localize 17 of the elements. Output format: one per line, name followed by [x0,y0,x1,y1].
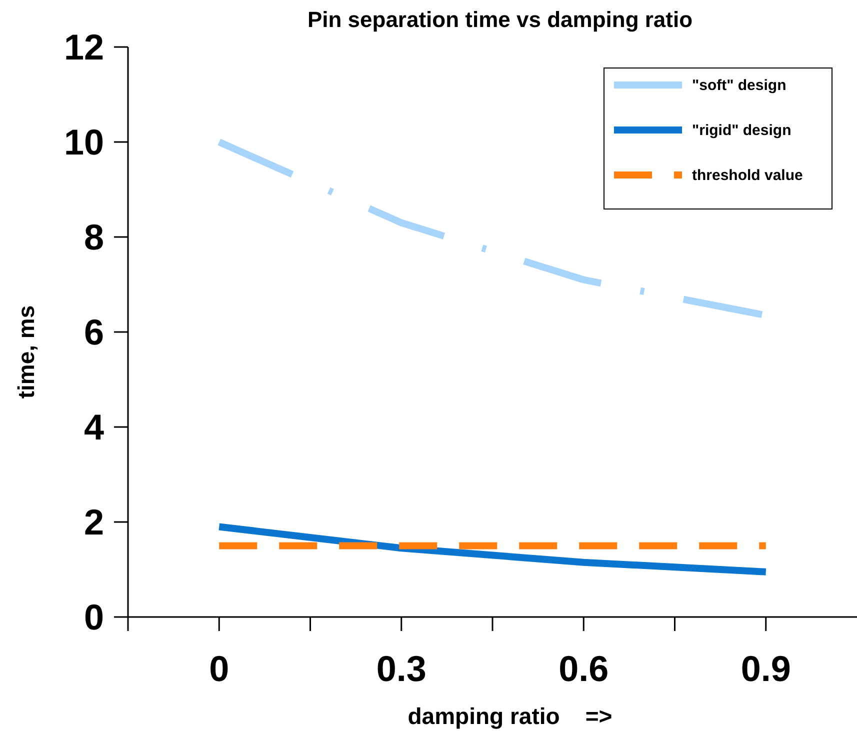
y-axis-title: time, ms [13,305,39,399]
legend-label: threshold value [692,167,803,184]
y-tick-label: 2 [84,502,104,543]
y-tick-label: 6 [84,312,104,353]
x-tick-label: 0 [209,648,230,689]
x-tick-label: 0.6 [558,648,609,689]
y-tick-label: 12 [64,26,104,68]
y-tick-label: 10 [64,122,104,163]
y-tick-label: 0 [84,596,104,638]
y-tick-label: 8 [84,216,104,258]
x-tick-label: 0.3 [376,648,426,689]
y-tick-label: 4 [84,406,104,448]
x-tick-label: 0.9 [740,648,791,689]
legend-label: "soft" design [692,77,786,94]
legend-label: "rigid" design [692,122,792,139]
x-axis-title: damping ratio => [408,703,612,729]
chart-title: Pin separation time vs damping ratio [307,7,693,32]
